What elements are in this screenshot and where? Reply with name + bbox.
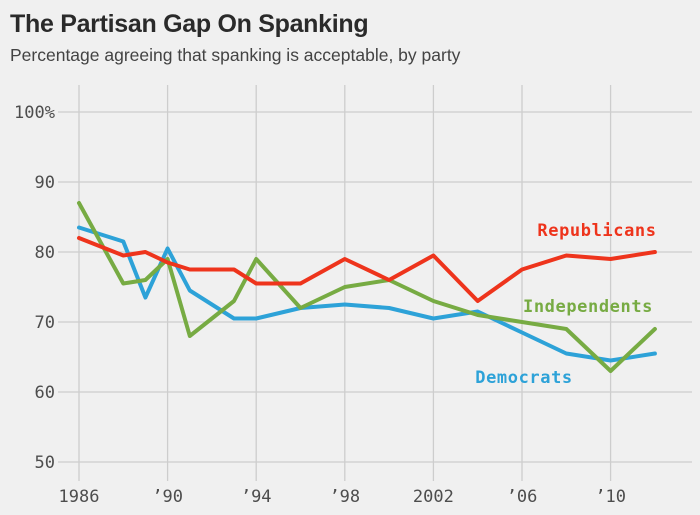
x-tick-label-1998: ’98 xyxy=(329,487,360,507)
y-tick-label-90: 90 xyxy=(35,173,55,193)
series-line-republicans xyxy=(77,236,657,303)
series-label-independents: Independents xyxy=(523,297,653,317)
series-line-democrats xyxy=(77,225,657,363)
x-tick-label-2010: ’10 xyxy=(595,487,626,507)
x-tick-label-1994: ’94 xyxy=(241,487,272,507)
x-tick-label-1986: 1986 xyxy=(59,487,100,507)
x-tick-label-2002: 2002 xyxy=(413,487,454,507)
y-tick-label-50: 50 xyxy=(35,453,55,473)
y-tick-label-70: 70 xyxy=(35,313,55,333)
chart-header: The Partisan Gap On Spanking Percentage … xyxy=(10,10,460,66)
x-tick-label-1990: ’90 xyxy=(152,487,183,507)
page-title: The Partisan Gap On Spanking xyxy=(10,10,369,38)
y-tick-label-60: 60 xyxy=(35,383,55,403)
series-line-independents xyxy=(77,201,657,373)
page-subtitle: Percentage agreeing that spanking is acc… xyxy=(10,45,461,65)
x-tick-label-2006: ’06 xyxy=(507,487,538,507)
series-label-democrats: Democrats xyxy=(475,368,573,388)
y-tick-label-100: 100% xyxy=(14,103,55,123)
y-tick-label-80: 80 xyxy=(35,243,55,263)
series-label-republicans: Republicans xyxy=(537,221,656,241)
